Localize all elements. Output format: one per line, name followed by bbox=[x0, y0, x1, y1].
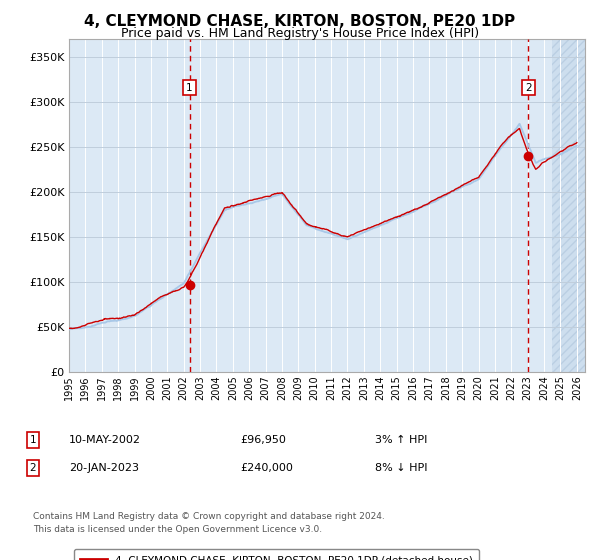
Text: 3% ↑ HPI: 3% ↑ HPI bbox=[375, 435, 427, 445]
Text: 1: 1 bbox=[29, 435, 37, 445]
Text: Price paid vs. HM Land Registry's House Price Index (HPI): Price paid vs. HM Land Registry's House … bbox=[121, 27, 479, 40]
Text: £240,000: £240,000 bbox=[240, 463, 293, 473]
Text: 1: 1 bbox=[186, 82, 193, 92]
Text: £96,950: £96,950 bbox=[240, 435, 286, 445]
Text: 20-JAN-2023: 20-JAN-2023 bbox=[69, 463, 139, 473]
Text: 8% ↓ HPI: 8% ↓ HPI bbox=[375, 463, 427, 473]
Text: 2: 2 bbox=[525, 82, 532, 92]
Text: 2: 2 bbox=[29, 463, 37, 473]
Text: 4, CLEYMOND CHASE, KIRTON, BOSTON, PE20 1DP: 4, CLEYMOND CHASE, KIRTON, BOSTON, PE20 … bbox=[85, 14, 515, 29]
Text: Contains HM Land Registry data © Crown copyright and database right 2024.
This d: Contains HM Land Registry data © Crown c… bbox=[33, 512, 385, 534]
Bar bbox=[552, 39, 585, 372]
Text: 10-MAY-2002: 10-MAY-2002 bbox=[69, 435, 141, 445]
Legend: 4, CLEYMOND CHASE, KIRTON, BOSTON, PE20 1DP (detached house), HPI: Average price: 4, CLEYMOND CHASE, KIRTON, BOSTON, PE20 … bbox=[74, 549, 479, 560]
